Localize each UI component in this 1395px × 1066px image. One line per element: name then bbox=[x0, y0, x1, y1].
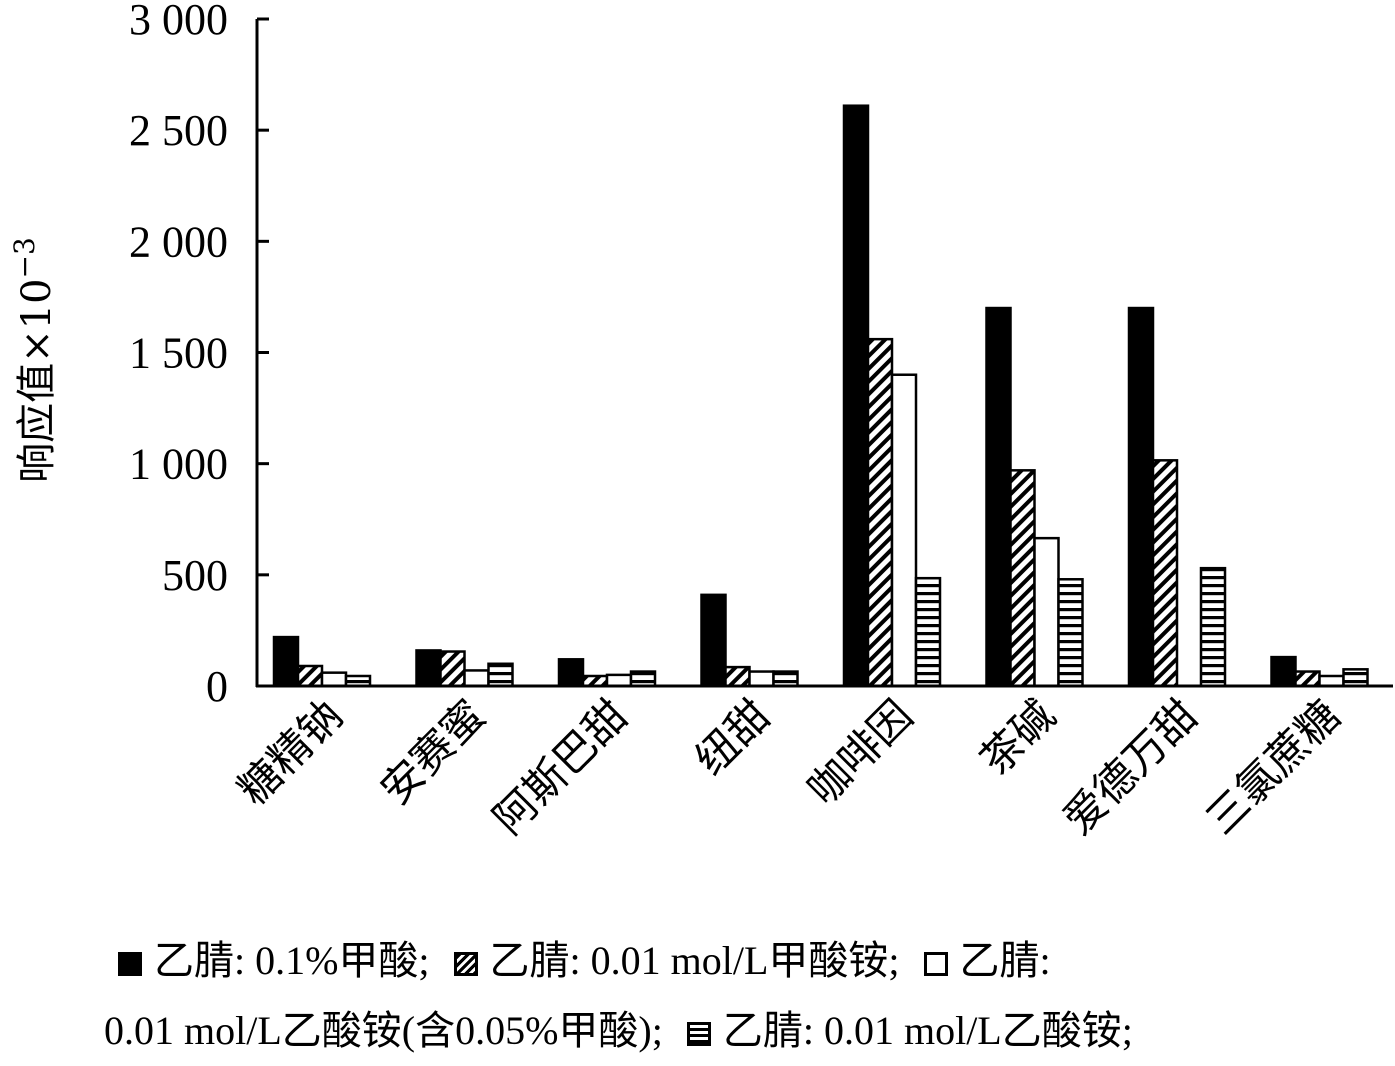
bar-5-series-3 bbox=[1057, 578, 1084, 688]
category-label-5: 茶碱 bbox=[971, 690, 1065, 784]
category-label-0: 糖精钠 bbox=[228, 690, 352, 814]
y-tick-label-2: 1 000 bbox=[129, 440, 228, 489]
bar-3-series-3 bbox=[772, 670, 799, 688]
bar-7-series-0 bbox=[1270, 655, 1297, 688]
legend-swatch-horizontal-icon bbox=[686, 1022, 711, 1046]
y-tick-label-4: 2 000 bbox=[129, 217, 228, 266]
legend-text: 0.01 mol/L乙酸铵(含0.05%甲酸); bbox=[104, 1008, 673, 1053]
bars-layer bbox=[272, 104, 1369, 688]
legend-text: 乙腈: 0.01 mol/L乙酸铵; bbox=[722, 1008, 1133, 1053]
bar-1-series-2 bbox=[463, 669, 490, 688]
legend-swatch-diagonal-icon bbox=[453, 952, 478, 976]
y-axis-label-exponent: −3 bbox=[8, 237, 41, 278]
legend-line-1: 0.01 mol/L乙酸铵(含0.05%甲酸); 乙腈: 0.01 mol/L乙… bbox=[104, 996, 1374, 1066]
y-tick-label-1: 500 bbox=[162, 551, 228, 600]
bar-6-series-0 bbox=[1127, 306, 1155, 688]
bar-4-series-1 bbox=[866, 337, 894, 688]
axes-layer bbox=[255, 17, 1393, 688]
y-tick-label-3: 1 500 bbox=[129, 329, 228, 378]
y-tick-label-0: 0 bbox=[206, 662, 228, 711]
legend-swatch-hollow-icon bbox=[923, 952, 948, 976]
y-tick-label-5: 2 500 bbox=[129, 106, 228, 155]
bar-0-series-3 bbox=[344, 674, 372, 688]
legend-item: 乙腈: 0.01 mol/L乙酸铵; bbox=[673, 1008, 1133, 1053]
bar-7-series-1 bbox=[1294, 670, 1321, 688]
category-label-3: 纽甜 bbox=[686, 690, 780, 784]
legend-text: 乙腈: 0.1%甲酸; bbox=[154, 938, 440, 983]
bar-3-series-0 bbox=[700, 593, 727, 688]
bar-7-series-2 bbox=[1318, 674, 1345, 688]
y-axis-label: 响应值×10−3 bbox=[8, 237, 60, 483]
legend-item: 乙腈: 0.01 mol/L甲酸铵; bbox=[440, 938, 910, 983]
y-tick-label-6: 3 000 bbox=[129, 0, 228, 44]
legend-item: 0.01 mol/L乙酸铵(含0.05%甲酸); bbox=[104, 1008, 673, 1053]
category-label-7: 三氯蔗糖 bbox=[1196, 690, 1349, 843]
bar-6-series-3 bbox=[1199, 566, 1227, 688]
bar-5-series-1 bbox=[1009, 469, 1036, 688]
category-label-1: 安赛蜜 bbox=[371, 690, 495, 814]
bar-0-series-2 bbox=[320, 671, 348, 688]
legend-item: 乙腈: 0.1%甲酸; bbox=[104, 938, 440, 983]
legend-item: 乙腈: bbox=[910, 938, 1051, 983]
bar-6-series-1 bbox=[1151, 459, 1179, 688]
bar-0-series-0 bbox=[272, 635, 300, 688]
bar-2-series-1 bbox=[581, 674, 609, 688]
bar-5-series-2 bbox=[1033, 536, 1060, 688]
bar-chart: 0 500 1 000 1 500 2 000 2 500 3 000 糖精钠 安赛蜜阿斯巴甜纽… bbox=[8, 0, 1393, 844]
category-label-2: 阿斯巴甜 bbox=[484, 690, 637, 843]
bar-5-series-0 bbox=[985, 306, 1012, 688]
legend-line-0: 乙腈: 0.1%甲酸; 乙腈: 0.01 mol/L甲酸铵; 乙腈: bbox=[104, 926, 1374, 996]
category-label-6: 爱德万甜 bbox=[1054, 690, 1207, 843]
bar-1-series-3 bbox=[487, 662, 514, 688]
bar-4-series-2 bbox=[890, 373, 918, 688]
bar-3-series-2 bbox=[748, 670, 775, 688]
bar-2-series-2 bbox=[605, 673, 633, 688]
bar-2-series-3 bbox=[629, 670, 657, 688]
legend-text: 乙腈: bbox=[959, 938, 1051, 983]
legend: 乙腈: 0.1%甲酸; 乙腈: 0.01 mol/L甲酸铵; 乙腈: 0.01 … bbox=[104, 926, 1374, 1066]
bar-7-series-3 bbox=[1342, 668, 1369, 688]
bar-4-series-0 bbox=[842, 104, 870, 688]
bar-3-series-1 bbox=[724, 665, 751, 688]
legend-text: 乙腈: 0.01 mol/L甲酸铵; bbox=[489, 938, 910, 983]
legend-swatch-solid-icon bbox=[118, 952, 142, 976]
bar-0-series-1 bbox=[296, 664, 324, 688]
bar-1-series-1 bbox=[439, 650, 466, 688]
bar-2-series-0 bbox=[557, 658, 585, 688]
bar-4-series-3 bbox=[914, 576, 942, 688]
category-label-4: 咖啡因 bbox=[798, 690, 922, 814]
bar-1-series-0 bbox=[415, 649, 442, 688]
